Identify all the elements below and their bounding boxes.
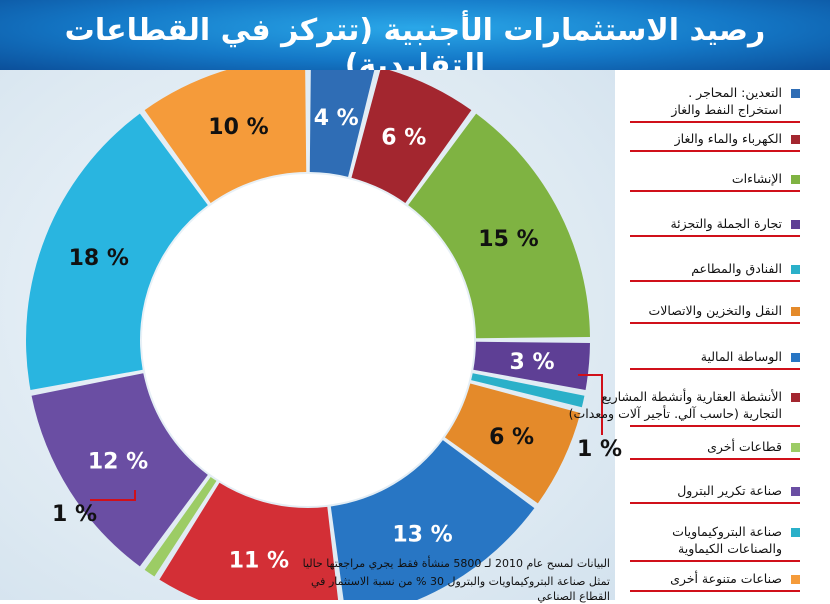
legend-swatch: [791, 353, 800, 362]
legend-swatch: [791, 575, 800, 584]
donut-slice-10: [31, 373, 208, 567]
legend-swatch: [791, 528, 800, 537]
callout-line-hotels: [578, 374, 603, 435]
legend-underline: [630, 590, 800, 592]
legend-label: تجارة الجملة والتجزئة: [670, 216, 782, 231]
footnote-line-1: البيانات لمسح عام 2010 لـ 5800 منشأة فقط…: [302, 557, 610, 570]
slice-label-2: 6 %: [381, 125, 426, 150]
legend-underline: [630, 121, 800, 123]
legend-swatch: [791, 220, 800, 229]
slice-label-4: 3 %: [509, 350, 554, 375]
chart-title: رصيد الاستثمارات الأجنبية (تتركز في القط…: [64, 13, 766, 83]
legend-label: الوساطة المالية: [700, 349, 782, 364]
legend-underline: [630, 502, 800, 504]
legend-label: التعدين: المحاجر .: [688, 85, 782, 100]
legend: التعدين: المحاجر . استخراج النفط والغاز ال…: [569, 70, 830, 600]
slice-label-3: 15 %: [478, 227, 538, 252]
legend-label: الأنشطة العقارية وأنشطة المشاريع: [601, 389, 783, 404]
legend-swatch: [791, 265, 800, 274]
donut-slice-3: [408, 113, 590, 339]
slice-label-11: 18 %: [69, 246, 129, 271]
legend-label: الفنادق والمطاعم: [691, 261, 782, 276]
donut-slice-6: [444, 383, 581, 504]
legend-underline: [630, 235, 800, 237]
legend-swatch: [791, 175, 800, 184]
legend-label: والصناعات الكيماوية: [678, 541, 782, 556]
slice-label-8: 11 %: [229, 549, 289, 574]
legend-swatch: [791, 135, 800, 144]
donut-slice-12: [144, 70, 307, 204]
donut-slice-11: [26, 113, 208, 390]
slice-label-12: 10 %: [208, 115, 268, 140]
donut-chart: 4 % 6 % 15 % 3 % 6 % 13 % 11 % 12 % 18 % 10 %: [26, 70, 603, 600]
legend-underline: [630, 150, 800, 152]
legend-swatch: [791, 487, 800, 496]
legend-label: التجارية (حاسب آلي. تأجير آلات ومعدات): [568, 406, 782, 421]
donut-slice-8: [159, 482, 339, 600]
legend-label: النقل والتخزين والاتصالات: [648, 303, 782, 318]
legend-label: استخراج النفط والغاز: [671, 102, 782, 117]
donut-slice-1: [309, 70, 375, 177]
slice-label-10: 12 %: [88, 450, 148, 475]
title-banner: رصيد الاستثمارات الأجنبية (تتركز في القط…: [0, 0, 830, 83]
legend-label: صناعات متنوعة أخرى: [670, 571, 782, 586]
legend-swatch: [791, 443, 800, 452]
legend-label: قطاعات أخرى: [707, 439, 782, 454]
legend-underline: [630, 560, 800, 562]
donut-hole: [142, 174, 474, 506]
legend-swatch: [791, 89, 800, 98]
legend-underline: [630, 425, 800, 427]
legend-underline: [630, 368, 800, 370]
slice-label-7: 13 %: [392, 523, 452, 548]
legend-label: صناعة البتروكيماويات: [672, 524, 782, 539]
donut-slice-5: [471, 373, 585, 408]
legend-underline: [630, 458, 800, 460]
legend-underline: [630, 190, 800, 192]
legend-swatch: [791, 307, 800, 316]
legend-underline: [630, 280, 800, 282]
outer-label-other-sectors: 1 %: [52, 502, 98, 527]
legend-swatch: [791, 393, 800, 402]
donut-slice-9: [144, 476, 217, 577]
donut-slice-7: [330, 440, 535, 600]
slice-label-6: 6 %: [489, 425, 534, 450]
legend-label: الإنشاءات: [731, 171, 782, 186]
slice-label-1: 4 %: [314, 106, 359, 131]
legend-underline: [630, 322, 800, 324]
legend-label: الكهرباء والماء والغاز: [674, 131, 782, 146]
callout-line-other-sectors: [90, 490, 136, 501]
donut-slice-2: [351, 70, 472, 204]
outer-label-hotels: 1 %: [577, 437, 623, 462]
legend-label: صناعة تكرير البترول: [677, 483, 782, 498]
donut-slice-4: [473, 341, 590, 390]
